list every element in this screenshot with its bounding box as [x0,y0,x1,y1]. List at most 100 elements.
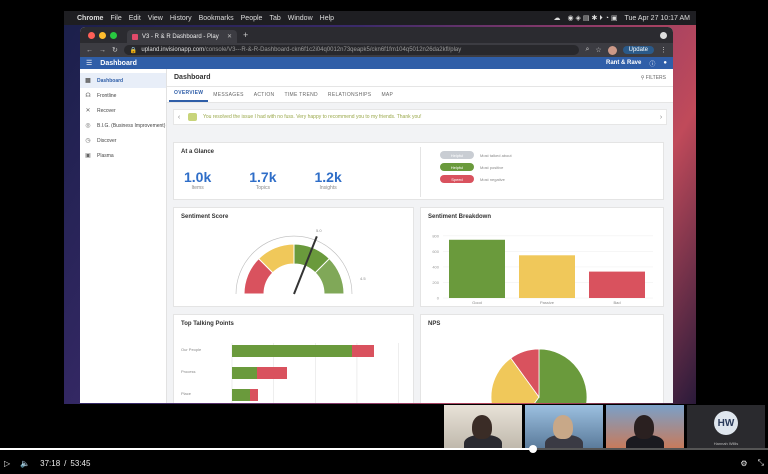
category-label: Place [181,391,192,396]
play-icon[interactable]: ▷ [4,458,11,468]
tab-overview[interactable]: OVERVIEW [169,90,209,102]
close-window-icon[interactable] [88,31,95,39]
fullscreen-icon[interactable]: ⤡ [757,458,764,467]
lock-icon: 🔒 [129,47,138,54]
tab-map[interactable]: MAP [381,92,394,98]
sidebar-item[interactable]: ◷ Discover [80,133,166,148]
participant-video[interactable] [606,405,684,449]
carousel-text: You resolved the issue I had with no fus… [203,114,422,120]
glance-title: At a Glance [181,149,215,155]
participant-initials: HW [714,411,738,435]
address-toolbar: ← → ↻ 🔒 upland.invisionapp.com/console/V… [80,43,673,57]
talking-points-title: Top Talking Points [181,321,234,327]
total-time: 53:45 [70,458,91,468]
filters-button[interactable]: ⚲ FILTERS [640,74,666,81]
help-icon[interactable]: ⓘ [649,61,656,68]
stat-label: Topics [255,185,270,191]
glance-pill-desc: Most positive [480,164,504,170]
reload-icon[interactable]: ↻ [112,47,118,54]
update-button[interactable]: Update [622,46,654,54]
tab-messages[interactable]: MESSAGES [213,92,244,98]
bookmark-star-icon[interactable]: ☆ [595,47,602,54]
tab-close-icon[interactable]: ✕ [226,34,232,40]
tab-time-trend[interactable]: TIME TREND [284,92,318,98]
forward-icon[interactable]: → [99,46,106,54]
tab-relationships[interactable]: RELATIONSHIPS [327,92,372,98]
participant-video[interactable] [444,405,522,449]
volume-icon[interactable]: 🔈 [20,458,31,468]
menu-window[interactable]: Window [287,14,313,22]
video-progress-bar[interactable] [0,445,768,453]
dashboard-tabs: OVERVIEW MESSAGES ACTION TIME TREND RELA… [167,87,673,103]
tab-action[interactable]: ACTION [253,92,275,98]
bar-segment [352,345,374,357]
new-tab-icon[interactable]: + [243,30,249,40]
settings-icon[interactable]: ⚙ [740,458,748,468]
status-icons[interactable]: ◉ ◈ ▤ ✱ ⏵ ◔ ▣ [567,14,618,22]
menu-file[interactable]: File [110,14,122,22]
menu-view[interactable]: View [147,14,163,22]
sidebar-item-label: Recover [97,107,116,114]
window-menu-icon[interactable] [660,31,667,39]
glance-pill-row: Helpful Most talked about [440,151,512,159]
quote-icon [188,113,197,121]
browser-tab[interactable]: V3 - R & R Dashboard - Play ✕ [127,30,237,43]
nps-title: NPS [428,321,441,327]
menu-help[interactable]: Help [319,14,335,22]
frontline-icon: ☊ [85,93,91,99]
profile-avatar[interactable] [607,45,617,55]
menu-history[interactable]: History [169,14,192,22]
sentiment-breakdown-title: Sentiment Breakdown [428,214,492,220]
menu-people[interactable]: People [240,14,263,22]
sidebar-item[interactable]: ▣ Plasma [80,148,166,163]
carousel-prev-icon[interactable]: ‹ [177,113,181,121]
bar-segment [232,345,352,357]
menu-edit[interactable]: Edit [128,14,141,22]
menubar-clock[interactable]: Tue Apr 27 10:17 AM [624,14,690,22]
y-tick-label: 200 [432,280,439,285]
user-avatar-icon[interactable]: ● [663,60,667,66]
stat-value: 1.7k [249,169,277,185]
glance-pill[interactable]: Helpful [440,151,474,159]
big-icon: ◎ [85,123,91,129]
participant-name: Hannah Willis [713,441,739,446]
stat-value: 1.2k [314,169,342,185]
y-tick-label: 400 [432,264,439,269]
hamburger-icon[interactable]: ☰ [86,60,93,67]
sentiment-score-card: Sentiment Score 5.0 4.5 [173,207,414,307]
more-icon[interactable]: ⋮ [660,47,667,54]
video-controls: ▷ 🔈 37:18 / 53:45 ⚙ ⤡ [4,458,764,468]
search-icon[interactable]: ⌕ [585,46,590,53]
participant-video[interactable] [525,405,603,449]
back-icon[interactable]: ← [86,46,93,54]
comment-carousel: ‹ You resolved the issue I had with no f… [173,109,667,125]
sidebar-item[interactable]: ▦ Dashboard [80,73,166,88]
bar-segment [257,367,287,379]
url-bar[interactable]: 🔒 upland.invisionapp.com/console/V3---R-… [123,45,580,55]
x-tick-label: Passive [540,300,555,305]
glance-pill[interactable]: Speed [440,175,474,183]
browser-tabbar: V3 - R & R Dashboard - Play ✕ + [80,27,673,43]
bar [449,239,505,298]
sidebar-item[interactable]: ☊ Frontline [80,88,166,103]
minimize-window-icon[interactable] [99,31,106,39]
page-title: Dashboard [174,74,211,81]
menu-bookmarks[interactable]: Bookmarks [198,14,234,22]
gauge-max-label: 5.0 [316,228,322,233]
glance-pill[interactable]: Helpful [440,163,474,171]
progress-knob[interactable] [528,445,537,453]
sidebar-item[interactable]: ◎ B.I.G. (Business Improvement) [80,118,166,133]
category-label: Our People [181,347,202,352]
sentiment-score-title: Sentiment Score [181,214,229,220]
menubar-app[interactable]: Chrome [77,14,104,22]
sidebar-item[interactable]: ✕ Recover [80,103,166,118]
carousel-next-icon[interactable]: › [659,113,663,121]
url-host: upland.invisionapp.com [141,47,205,53]
menu-tab[interactable]: Tab [269,14,281,22]
cloud-icon[interactable]: ☁ [553,15,561,22]
pie-slice [510,348,540,399]
zoom-window-icon[interactable] [110,31,117,39]
tab-favicon-icon [132,33,138,40]
stat-topics: 1.7k Topics [249,169,276,191]
participant-avatar-tile[interactable]: HW Hannah Willis [687,405,765,449]
